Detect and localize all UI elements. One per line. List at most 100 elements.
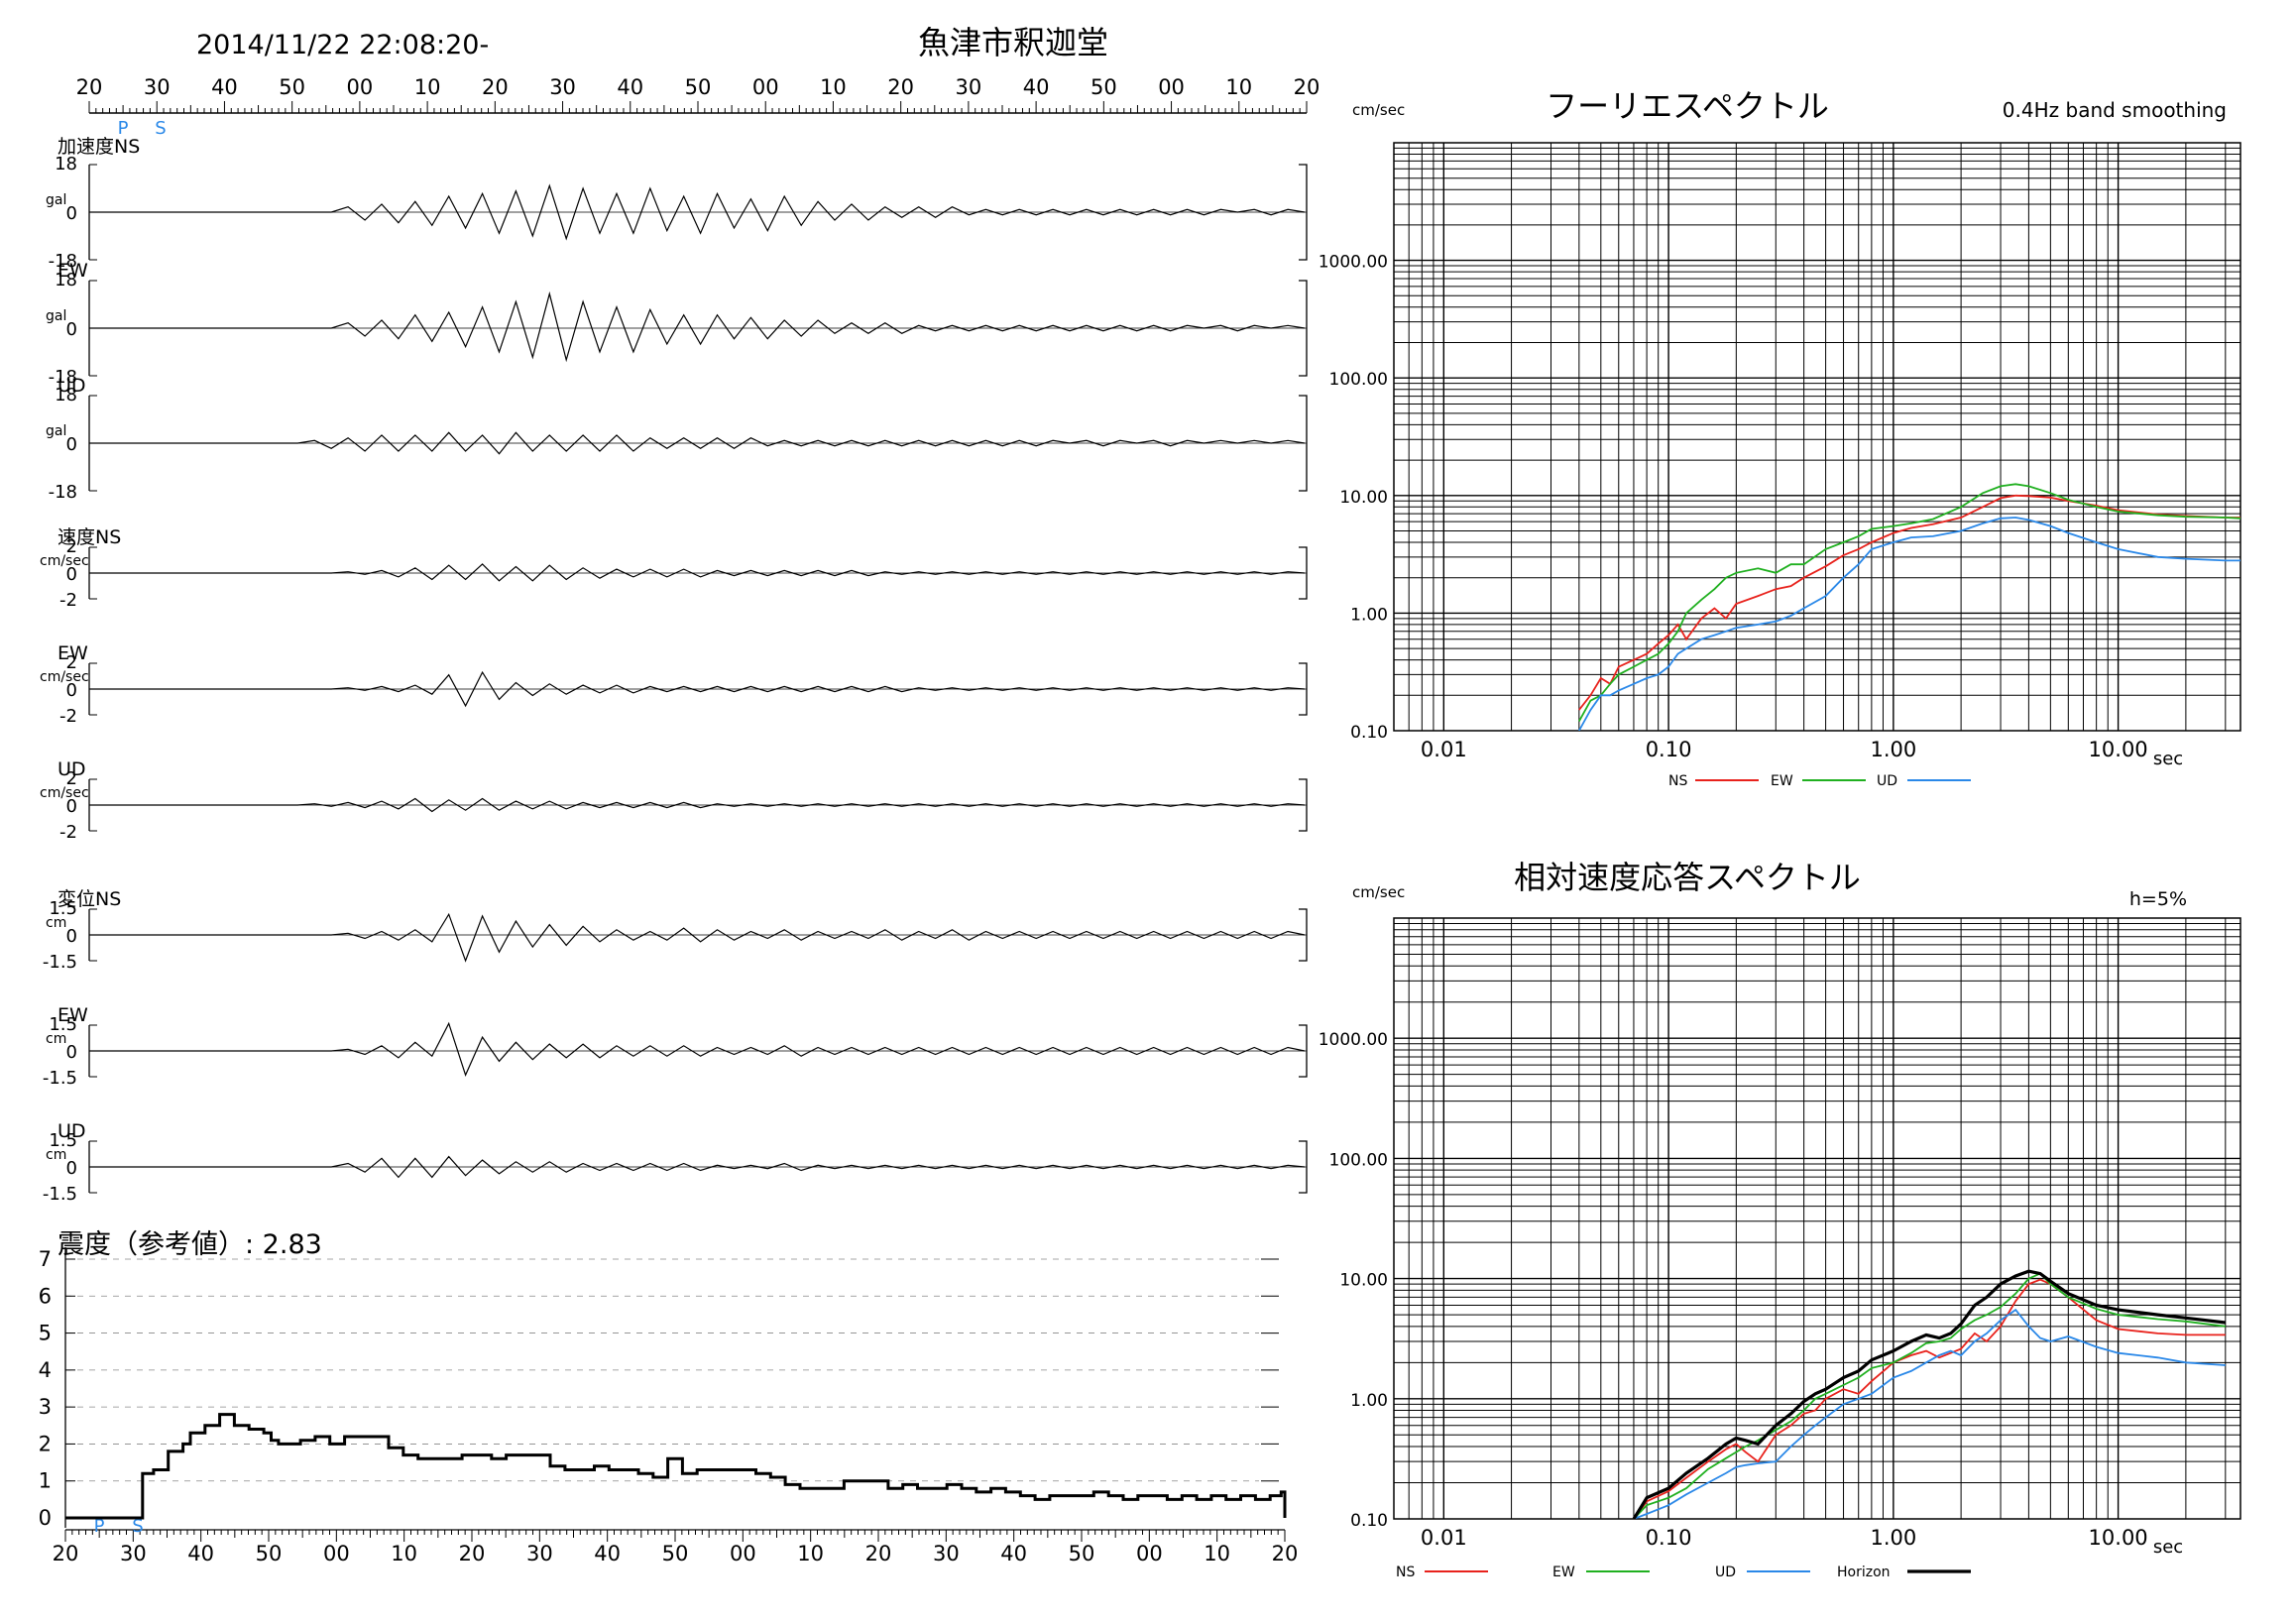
waveform-tick-max: 18 [55, 270, 77, 290]
time-tick-label: 10 [820, 75, 847, 99]
waveform-unit: cm/sec [40, 553, 89, 569]
legend-label-ud: UD [1715, 1565, 1736, 1580]
intensity-x-label: 00 [1136, 1542, 1163, 1565]
waveform-tick-min: -2 [59, 822, 77, 843]
fourier-y-unit: cm/sec [1352, 101, 1405, 119]
intensity-y-label: 7 [39, 1247, 52, 1271]
waveform-tick-min: -18 [49, 367, 77, 388]
spectrum-x-unit: sec [2153, 749, 2183, 769]
spectrum-x-label: 0.01 [1421, 1526, 1467, 1550]
spectrum-y-label: 10.00 [1339, 488, 1388, 508]
intensity-x-label: 20 [1272, 1542, 1299, 1565]
spectrum-y-label: 1.00 [1350, 1391, 1388, 1411]
waveform-unit: gal [46, 423, 66, 439]
waveform-trace [89, 563, 1306, 582]
waveform-trace [89, 183, 1306, 241]
p-wave-marker: P [118, 118, 129, 139]
time-tick-label: 50 [1091, 75, 1117, 99]
spectrum-x-unit: sec [2153, 1537, 2183, 1558]
spectrum-x-label: 10.00 [2089, 738, 2148, 761]
time-tick-label: 20 [482, 75, 509, 99]
record-datetime: 2014/11/22 22:08:20- [196, 30, 489, 60]
intensity-x-label: 20 [865, 1542, 892, 1565]
intensity-p-marker: P [94, 1516, 105, 1537]
intensity-x-label: 40 [1000, 1542, 1027, 1565]
waveform-panels: 加速度NS180-18galEW180-18galUD180-18gal速度NS… [40, 136, 1308, 1205]
waveform-trace [89, 1021, 1306, 1077]
spectrum-series-ud [1578, 517, 2240, 731]
time-tick-label: 40 [617, 75, 643, 99]
waveform-trace [89, 290, 1306, 363]
waveform-title: EW [57, 260, 88, 282]
spectrum-x-label: 0.10 [1646, 1526, 1692, 1550]
waveform-unit: cm [46, 1031, 66, 1047]
waveform-panel-ud: UD1.5 0 -1.5 cm [43, 1120, 1308, 1205]
intensity-x-label: 20 [53, 1542, 79, 1565]
s-wave-marker: S [155, 118, 166, 139]
fourier-title: フーリエスペクトル [1546, 87, 1829, 125]
waveform-title: EW [57, 642, 88, 664]
response-y-unit: cm/sec [1352, 883, 1405, 901]
intensity-y-label: 4 [39, 1358, 52, 1382]
legend-label-ns: NS [1396, 1565, 1415, 1580]
intensity-title: 震度（参考値）: 2.83 [57, 1229, 322, 1260]
waveform-tick-max: 1.5 [49, 1130, 77, 1151]
spectrum-x-label: 1.00 [1870, 738, 1916, 761]
spectrum-y-label: 100.00 [1329, 370, 1388, 390]
intensity-x-label: 50 [1069, 1542, 1095, 1565]
waveform-unit: gal [46, 308, 66, 324]
spectrum-x-label: 0.01 [1421, 738, 1467, 761]
waveform-tick-zero: 0 [66, 796, 77, 817]
waveform-trace [89, 670, 1306, 708]
fourier-spectrum-chart: 1000.00 100.00 10.00 1.00 0.10 0.01 0.10 1.00 10… [1319, 142, 2241, 789]
intensity-x-label: 20 [459, 1542, 486, 1565]
intensity-trace [65, 1413, 1287, 1520]
waveform-tick-min: -1.5 [43, 952, 77, 973]
intensity-x-label: 10 [391, 1542, 417, 1565]
waveform-trace [89, 1155, 1306, 1179]
time-tick-label: 20 [887, 75, 914, 99]
spectrum-series-ns [1578, 494, 2240, 711]
waveform-tick-min: -1.5 [43, 1184, 77, 1205]
intensity-y-label: 6 [39, 1284, 52, 1308]
intensity-x-label: 10 [1204, 1542, 1230, 1565]
time-tick-label: 40 [211, 75, 238, 99]
waveform-unit: cm/sec [40, 785, 89, 801]
legend-label-ew: EW [1552, 1565, 1575, 1580]
waveform-tick-zero: 0 [66, 1158, 77, 1179]
waveform-unit: cm [46, 915, 66, 931]
waveform-tick-min: -2 [59, 706, 77, 727]
station-name: 魚津市釈迦堂 [918, 24, 1108, 61]
waveform-title: 速度NS [57, 526, 121, 548]
time-tick-label: 10 [1225, 75, 1252, 99]
spectrum-y-label: 0.10 [1350, 1511, 1388, 1531]
waveform-tick-zero: 0 [66, 680, 77, 701]
intensity-s-marker: S [132, 1516, 143, 1537]
spectrum-frame [1393, 917, 2241, 1520]
intensity-y-label: 3 [39, 1395, 52, 1419]
waveform-tick-zero: 0 [66, 319, 77, 340]
intensity-y-label: 0 [39, 1506, 52, 1530]
intensity-y-label: 1 [39, 1469, 52, 1493]
waveform-tick-zero: 0 [66, 434, 77, 455]
spectrum-y-label: 1000.00 [1319, 1030, 1388, 1050]
intensity-x-label: 00 [730, 1542, 756, 1565]
waveform-title: UD [57, 375, 86, 397]
time-tick-label: 50 [279, 75, 305, 99]
spectrum-series-ew [1578, 483, 2240, 723]
waveform-tick-max: 2 [66, 536, 77, 557]
time-tick-label: 40 [1023, 75, 1050, 99]
time-tick-label: 30 [549, 75, 576, 99]
time-tick-label: 50 [685, 75, 712, 99]
spectrum-y-label: 1.00 [1350, 605, 1388, 625]
spectrum-series-horizon [1632, 1269, 2226, 1519]
waveform-tick-max: 18 [55, 385, 77, 406]
time-tick-label: 20 [76, 75, 103, 99]
legend-label-horizon: Horizon [1837, 1565, 1891, 1580]
waveform-panel-ew: EW1.5 0 -1.5 cm [43, 1004, 1308, 1089]
